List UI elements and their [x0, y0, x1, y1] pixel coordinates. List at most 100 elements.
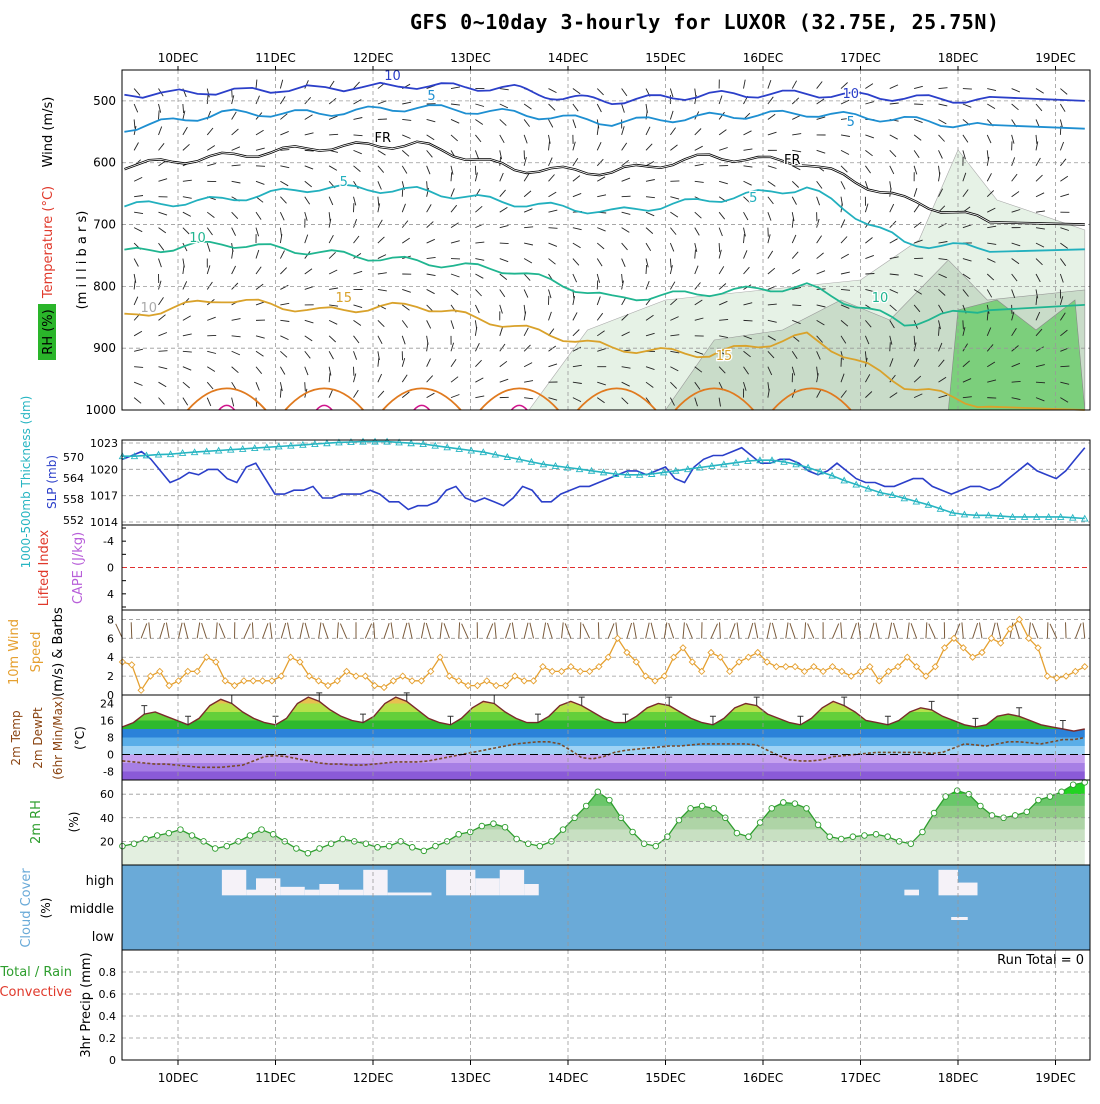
wind10m-barb [730, 623, 735, 638]
rh-marker [1024, 809, 1030, 815]
rh-marker [502, 824, 508, 830]
x-tick-top-15DEC: 15DEC [645, 51, 685, 65]
rh-marker [259, 827, 265, 833]
wind10m-marker [1044, 673, 1050, 679]
rh-marker [676, 817, 682, 823]
wind10m-marker [241, 678, 247, 684]
wind10m-ytick-4: 4 [107, 651, 114, 664]
x-tick-bottom-15DEC: 15DEC [645, 1071, 685, 1085]
cloud-level-high: high [86, 874, 114, 889]
rh-marker [804, 806, 810, 812]
rh-marker [514, 836, 520, 842]
x-tick-bottom-19DEC: 19DEC [1035, 1071, 1075, 1085]
cloud-high-block [446, 870, 475, 896]
wind10m-marker [661, 673, 667, 679]
contour-label-5: 5 [749, 191, 757, 206]
li-ylabel: Lifted Index [37, 529, 52, 606]
cloud-high-block [524, 884, 539, 895]
wind10m-barb [926, 622, 927, 638]
x-tick-top-19DEC: 19DEC [1035, 51, 1075, 65]
wind10m-ylabel-group: 10m Wind [7, 619, 22, 685]
wind10m-marker [1072, 668, 1078, 674]
wind10m-marker [316, 678, 322, 684]
wind10m-barb [505, 623, 510, 638]
wind10m-marker [745, 654, 751, 660]
x-tick-top-18DEC: 18DEC [938, 51, 978, 65]
x-tick-bottom-16DEC: 16DEC [743, 1071, 783, 1085]
wind10m-marker [129, 662, 135, 668]
contour-label-5: 5 [427, 89, 435, 104]
wind10m-barb [911, 623, 916, 638]
cloud-high-block [500, 870, 524, 896]
wind10m-barb [634, 623, 637, 639]
wind10m-barb [832, 624, 838, 639]
rh-marker [1036, 797, 1042, 803]
rh-marker [850, 834, 856, 840]
wind10m-barbs [116, 622, 1085, 638]
rh-marker [885, 834, 891, 840]
rh-ytick-40: 40 [100, 812, 114, 825]
upper-air-ytick-700: 700 [93, 218, 116, 232]
wind10m-barb [876, 623, 879, 639]
rh-marker [908, 841, 914, 847]
cape-ylabel: CAPE (J/kg) [71, 532, 86, 604]
cloud-high-block [256, 878, 280, 895]
wind10m-marker [409, 678, 415, 684]
rh-marker [560, 827, 566, 833]
rh-marker [294, 846, 300, 852]
wind10m-ylabel-0: 10m Wind [7, 619, 22, 685]
wind10m-barb [804, 622, 805, 638]
cloud-high-block [388, 893, 432, 896]
rh-marker [815, 822, 821, 828]
wind10m-barb [683, 622, 684, 638]
wind10m-ylabel-group: (m/s) & Barbs [51, 607, 66, 697]
wind-barb [719, 243, 720, 252]
rh-band [122, 806, 1090, 818]
rh-marker [375, 844, 381, 850]
wind10m-barb [720, 622, 721, 638]
wind10m-marker [484, 678, 490, 684]
rh-marker [340, 836, 346, 842]
cloud-high-block [319, 884, 339, 895]
cloud-high-block [363, 870, 387, 896]
precip-ylabel-convective: Convective [0, 985, 72, 1000]
rh-marker [873, 832, 879, 838]
rh-marker [212, 846, 218, 852]
wind-barb [329, 134, 338, 135]
wind-barb [622, 196, 631, 197]
contour-label-5: 5 [340, 175, 348, 190]
upper-air-ytick-600: 600 [93, 156, 116, 170]
cloud-yunit-group: (%) [39, 898, 53, 919]
wind10m-barb [562, 622, 564, 638]
wind10m-barb [748, 623, 752, 638]
wind10m-ylabel-group: Speed [29, 632, 44, 673]
wind10m-barb [166, 623, 169, 639]
wind10m-barb [651, 623, 655, 639]
wind10m-barb [1066, 622, 1067, 638]
wind10m-barb [426, 623, 430, 638]
rh-marker [931, 810, 937, 816]
temp-ylabel-1: 2m DewPt [31, 707, 45, 769]
wind10m-barb [141, 623, 147, 638]
rh-marker [1047, 794, 1053, 800]
rh-marker [1012, 813, 1018, 819]
wind10m-barb [270, 623, 272, 639]
wind10m-barb [340, 624, 346, 639]
wind10m-marker [400, 673, 406, 679]
wind10m-barb [365, 624, 371, 639]
wind10m-speed-line [122, 619, 1084, 690]
wind10m-marker [587, 668, 593, 674]
wind10m-marker [288, 654, 294, 660]
rh-marker [433, 843, 439, 849]
wind10m-barb [288, 623, 291, 639]
wind10m-barb [178, 623, 182, 639]
wind10m-marker [568, 664, 574, 670]
rh-marker [699, 803, 705, 809]
wind10m-barb [216, 622, 217, 638]
rh-marker [757, 820, 763, 826]
wind10m-markers [119, 616, 1087, 693]
wind10m-barb [598, 622, 599, 638]
wind10m-barb [487, 624, 493, 639]
wind10m-barb [997, 623, 1001, 639]
